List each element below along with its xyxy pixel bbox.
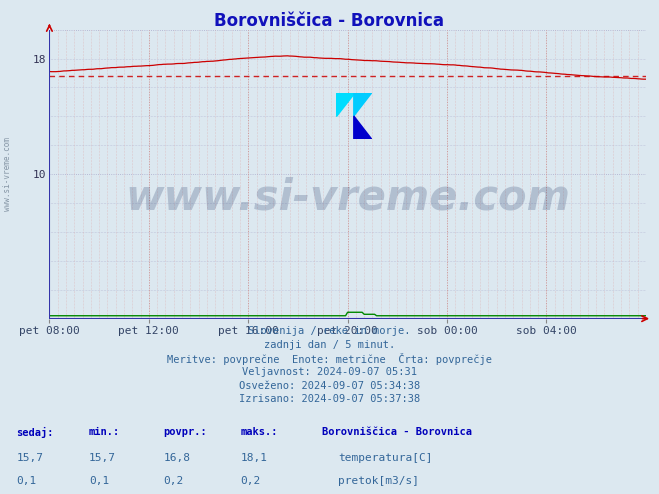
- Polygon shape: [335, 92, 354, 116]
- Text: pretok[m3/s]: pretok[m3/s]: [338, 476, 419, 486]
- Text: temperatura[C]: temperatura[C]: [338, 453, 432, 463]
- Text: zadnji dan / 5 minut.: zadnji dan / 5 minut.: [264, 340, 395, 350]
- Text: Borovniščica - Borovnica: Borovniščica - Borovnica: [214, 12, 445, 30]
- Text: www.si-vreme.com: www.si-vreme.com: [125, 176, 570, 218]
- Polygon shape: [335, 92, 354, 116]
- Text: maks.:: maks.:: [241, 427, 278, 437]
- Text: 15,7: 15,7: [89, 453, 116, 463]
- Text: povpr.:: povpr.:: [163, 427, 207, 437]
- Text: Borovniščica - Borovnica: Borovniščica - Borovnica: [322, 427, 472, 437]
- Text: sedaj:: sedaj:: [16, 427, 54, 438]
- Text: Veljavnost: 2024-09-07 05:31: Veljavnost: 2024-09-07 05:31: [242, 367, 417, 377]
- Text: min.:: min.:: [89, 427, 120, 437]
- Text: 0,1: 0,1: [89, 476, 109, 486]
- Text: Meritve: povprečne  Enote: metrične  Črta: povprečje: Meritve: povprečne Enote: metrične Črta:…: [167, 353, 492, 365]
- Polygon shape: [335, 92, 354, 116]
- Text: 0,2: 0,2: [163, 476, 184, 486]
- Text: Slovenija / reke in morje.: Slovenija / reke in morje.: [248, 326, 411, 336]
- Text: 16,8: 16,8: [163, 453, 190, 463]
- Polygon shape: [335, 92, 354, 116]
- Text: Osveženo: 2024-09-07 05:34:38: Osveženo: 2024-09-07 05:34:38: [239, 380, 420, 391]
- Polygon shape: [354, 116, 372, 139]
- Text: Izrisano: 2024-09-07 05:37:38: Izrisano: 2024-09-07 05:37:38: [239, 394, 420, 404]
- Text: 0,2: 0,2: [241, 476, 261, 486]
- Text: 15,7: 15,7: [16, 453, 43, 463]
- Text: www.si-vreme.com: www.si-vreme.com: [3, 137, 13, 211]
- Polygon shape: [354, 92, 372, 116]
- Text: 0,1: 0,1: [16, 476, 37, 486]
- Text: 18,1: 18,1: [241, 453, 268, 463]
